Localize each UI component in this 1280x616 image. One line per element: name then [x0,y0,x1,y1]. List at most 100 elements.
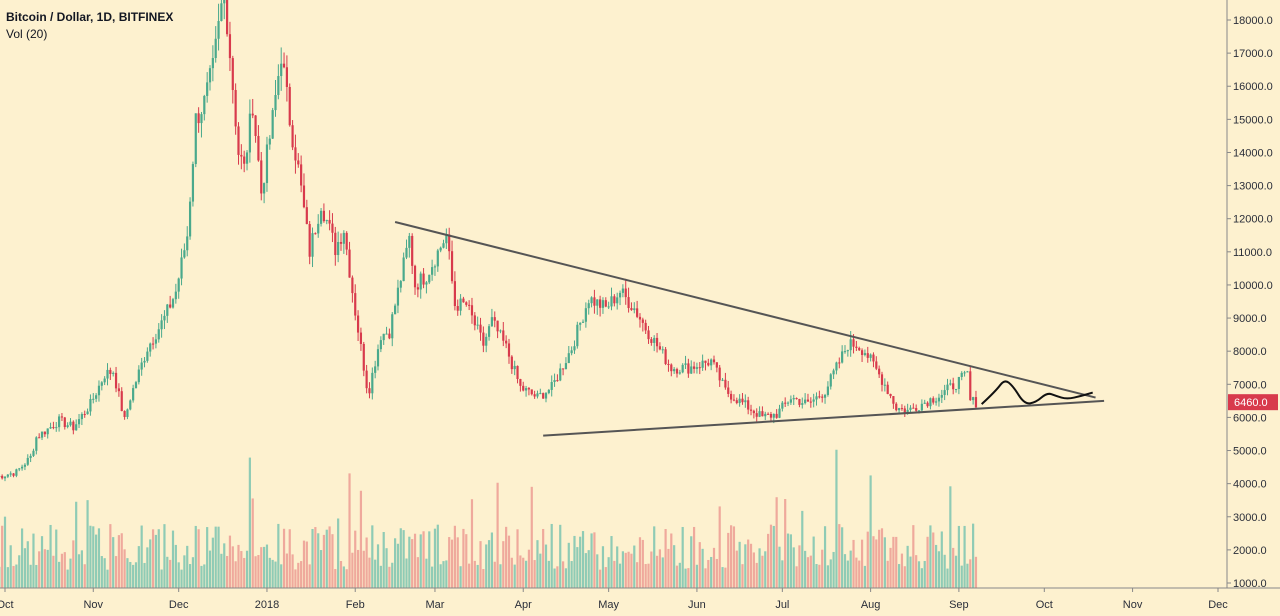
candle-body [177,278,180,292]
volume-bar [533,560,536,588]
x-tick-label: Oct [1036,599,1053,611]
candle-body [974,397,978,408]
volume-bar [470,499,474,588]
candle-body [949,383,952,385]
x-tick-label: Sep [949,599,969,611]
volume-bar [869,475,872,588]
volume-bar [943,554,946,588]
candle-body [362,343,365,371]
volume-bar [957,525,960,588]
volume-bar [251,498,254,588]
candle-body [690,366,693,374]
volume-bar [616,546,619,588]
candle-body [599,299,602,308]
volume-bar [328,526,331,588]
volume-bar [522,557,525,588]
y-tick-label: 10000.0 [1233,280,1273,292]
candle-body [20,466,24,469]
candle-body [194,113,197,165]
candle-body [297,160,300,165]
candle-body [573,346,576,351]
volume-bar [940,531,943,588]
projection-path [980,380,1093,405]
volume-bar [675,565,679,588]
candle-body [23,464,27,467]
volume-bar [294,569,297,588]
volume-bar [738,541,741,588]
candle-body [587,303,590,309]
candle-body [354,293,357,316]
volume-bar [428,531,431,588]
candle-body [183,250,186,258]
volume-bar [610,536,613,588]
candle-body [917,410,921,412]
candle-body [425,282,428,285]
volume-bar [436,524,439,588]
candle-body [433,266,437,268]
volume-bar [348,473,351,588]
volume-bar [425,558,428,588]
volume-bar [715,558,718,588]
candle-body [137,369,140,383]
volume-bar [393,538,397,588]
candle-body [513,365,516,370]
candle-body [419,273,422,290]
candle-body [647,330,650,340]
volume-bar [550,523,553,588]
volume-bar [852,539,855,588]
volume-bar [60,553,64,588]
volume-bar [527,549,531,588]
volume-bar [812,536,815,588]
candle-body [781,402,784,409]
candle-body [818,396,821,398]
candle-body [957,376,960,389]
volume-bar [388,566,391,588]
volume-bar [459,566,462,588]
candle-body [895,403,898,411]
volume-bar [929,525,932,588]
y-tick-label: 13000.0 [1233,181,1273,193]
volume-bar [482,569,485,588]
volume-bar [399,528,402,588]
candle-body [889,393,892,397]
volume-bar [567,542,570,588]
volume-bar [690,536,693,588]
volume-bar [687,568,690,588]
candle-body [220,3,223,22]
candle-body [470,305,474,316]
candle-body [274,95,277,111]
volume-bar [448,537,451,588]
volume-bar [38,551,41,588]
candle-body [718,367,721,381]
candle-body [843,351,847,353]
volume-bar [319,550,323,588]
candle-body [197,113,200,124]
volume-bar [829,559,832,588]
volume-bar [843,554,847,588]
candle-body [755,413,758,417]
volume-bar [673,545,676,588]
volume-bar [146,547,149,588]
candle-body [374,366,377,373]
volume-bar [920,568,923,588]
candle-body [815,396,818,400]
volume-bar [97,528,101,588]
candle-body [812,399,815,402]
volume-bar [781,560,784,588]
volume-bar [228,535,232,588]
volume-bar [217,526,220,588]
volume-bar [55,529,58,588]
candle-body [786,402,790,404]
volume-bar [183,555,186,588]
candle-body [317,223,320,234]
volume-bar [704,568,707,588]
volume-bar [465,534,468,588]
volume-bar [456,537,459,588]
candle-body [356,315,360,333]
volume-bar [211,537,214,588]
candle-body [52,427,55,429]
volume-bar [507,535,511,588]
candle-body [103,378,106,383]
candle-body [348,249,351,278]
candle-body [6,474,9,477]
